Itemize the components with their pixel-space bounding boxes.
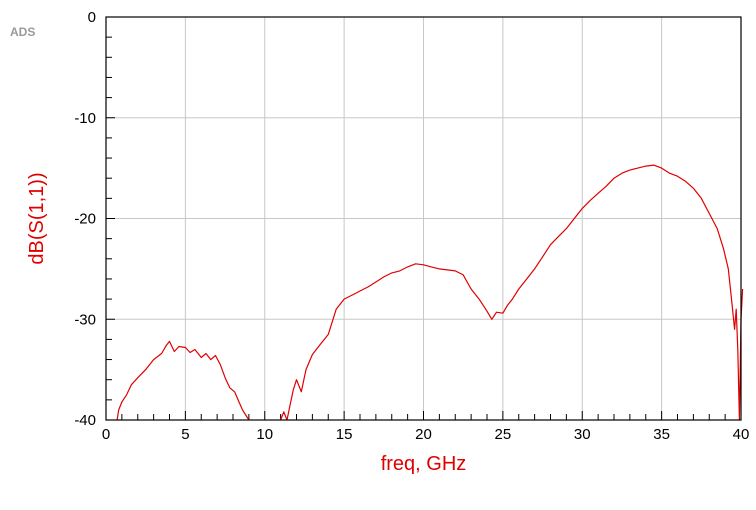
s11-trace-segment: [116, 340, 250, 421]
x-tick-labels: 0 5 10 15 20 25 30 35 40: [102, 426, 750, 443]
x-tick-label: 20: [415, 426, 432, 443]
plot-frame: [105, 16, 742, 421]
x-tick-label: 15: [336, 426, 353, 443]
x-tick-label: 10: [256, 426, 273, 443]
y-tick-label: -30: [74, 311, 96, 328]
x-tick-label: 35: [653, 426, 670, 443]
y-tick-label: -10: [74, 110, 96, 127]
y-axis-title: dB(S(1,1)): [26, 172, 48, 264]
x-axis-title: freq, GHz: [381, 453, 467, 475]
x-tick-label: 30: [574, 426, 591, 443]
y-tick-label: -20: [74, 211, 96, 228]
grid-lines: [105, 16, 742, 421]
x-tick-label: 5: [181, 426, 189, 443]
y-tick-label: -40: [74, 412, 96, 429]
s11-trace-segment: [280, 164, 744, 421]
minor-ticks: [105, 16, 742, 421]
ads-logo: ADS: [10, 25, 35, 39]
x-tick-label: 0: [102, 426, 110, 443]
y-tick-label: 0: [88, 9, 96, 26]
trace-group: [116, 164, 744, 421]
y-tick-labels: -40 -30 -20 -10 0: [74, 9, 96, 429]
x-tick-label: 40: [733, 426, 750, 443]
x-tick-label: 25: [495, 426, 512, 443]
